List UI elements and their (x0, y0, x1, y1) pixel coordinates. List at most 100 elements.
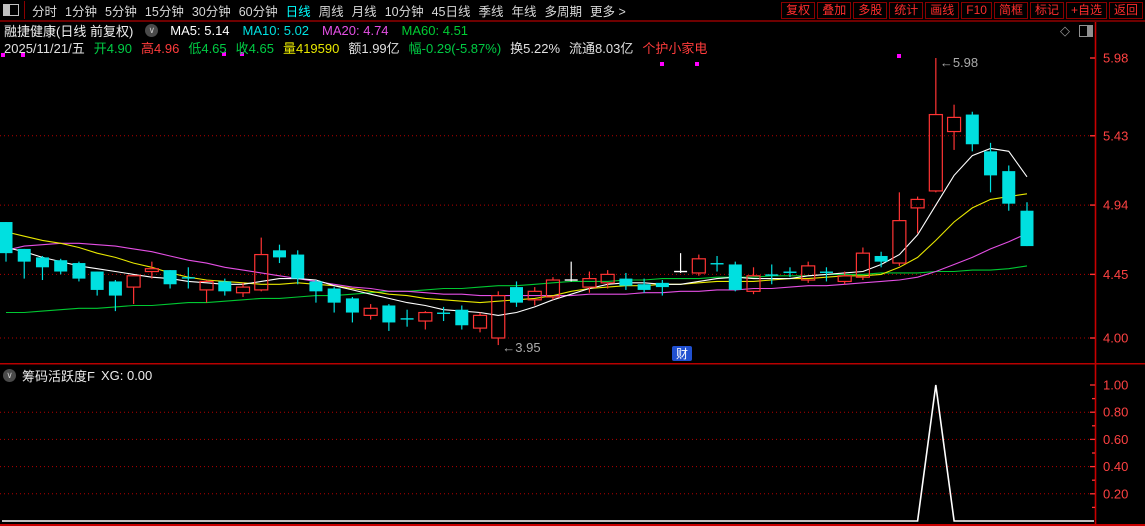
candle (674, 253, 688, 273)
candle (54, 258, 68, 275)
diamond-icon[interactable]: ◇ (1060, 23, 1070, 38)
candle (90, 271, 104, 296)
quote-field: 幅-0.29(-5.87%) (408, 41, 502, 56)
quote-field: 量419590 (282, 41, 340, 56)
tab-周线[interactable]: 周线 (318, 4, 344, 19)
event-dot (21, 53, 25, 57)
candle (327, 287, 341, 313)
indicator-axis-label: 1.00 (1103, 378, 1128, 393)
sub-indicator-header: ∨ 筹码活跃度F XG: 0.00 (3, 366, 152, 385)
tab-季线[interactable]: 季线 (478, 4, 504, 19)
chevron-down-icon[interactable]: ∨ (3, 369, 16, 382)
sub-chart (0, 384, 1094, 522)
candle (728, 261, 742, 292)
candle (545, 277, 561, 300)
candle (345, 296, 359, 323)
candle (619, 272, 633, 290)
candle (582, 271, 597, 293)
candle (527, 287, 542, 306)
tab-10分钟[interactable]: 10分钟 (384, 4, 424, 19)
candle (783, 267, 797, 278)
cai-news-badge[interactable] (672, 346, 692, 361)
candle (418, 311, 433, 330)
candle (126, 275, 141, 305)
candle (363, 304, 378, 320)
button-叠加[interactable]: 叠加 (817, 1, 852, 19)
chevron-down-icon[interactable]: ∨ (145, 23, 159, 37)
event-dot (695, 62, 699, 66)
candle (35, 255, 49, 281)
cai-news-badge-text: 财 (676, 347, 688, 361)
tab-5分钟[interactable]: 5分钟 (104, 4, 137, 19)
candle (819, 267, 833, 282)
candle (108, 280, 122, 312)
candle (746, 267, 761, 295)
title-row: 融捷健康(日线 前复权) ∨ MA5: 5.14 MA10: 5.02 MA20: … (4, 22, 468, 39)
candle (1002, 165, 1016, 211)
tab-年线[interactable]: 年线 (511, 4, 537, 19)
candle (874, 251, 888, 268)
price-axis: 5.98 5.43 4.94 4.45 4.00 1.00 0.80 0.60 0.40 0.20 (1090, 21, 1128, 524)
candle (1020, 202, 1034, 247)
toolbar-divider (24, 1, 25, 19)
candle (235, 282, 251, 297)
button-简框[interactable]: 简框 (993, 1, 1028, 19)
button-返回[interactable]: 返回 (1108, 1, 1143, 19)
tab-15分钟[interactable]: 15分钟 (144, 4, 184, 19)
tab-多周期[interactable]: 多周期 (544, 4, 583, 19)
tab-60分钟[interactable]: 60分钟 (238, 4, 278, 19)
button-画线[interactable]: 画线 (925, 1, 960, 19)
tab-更多 >[interactable]: 更多 > (590, 4, 626, 19)
candle (272, 244, 286, 264)
period-toolbar: 分时 1分钟 5分钟 15分钟 30分钟 60分钟 日线 周线 月线 10分钟 45日线 季线 年线 多周… (0, 0, 1145, 22)
candle (509, 281, 523, 307)
tab-30分钟[interactable]: 30分钟 (191, 4, 231, 19)
button-多股[interactable]: 多股 (853, 1, 888, 19)
candle (564, 261, 578, 282)
tab-分时[interactable]: 分时 (32, 4, 58, 19)
candle (710, 255, 724, 272)
stock-title[interactable]: 融捷健康(日线 前复权) (4, 23, 134, 39)
quote-field: 流通8.03亿 (569, 41, 634, 56)
window-layout-icon[interactable] (3, 4, 19, 16)
split-pane-icon[interactable] (1079, 24, 1093, 37)
tab-日线[interactable]: 日线 (285, 4, 311, 19)
candle (382, 304, 396, 331)
button-+自选[interactable]: +自选 (1065, 1, 1107, 19)
candle (600, 270, 615, 289)
price-axis-label: 5.43 (1103, 128, 1128, 143)
ma-label: MA20: 4.74 (322, 22, 389, 38)
event-dot (897, 54, 901, 58)
candle (199, 280, 214, 303)
button-统计[interactable]: 统计 (889, 1, 924, 19)
tab-45日线[interactable]: 45日线 (431, 4, 471, 19)
tab-1分钟[interactable]: 1分钟 (65, 4, 97, 19)
quote-field: 开4.90 (93, 41, 133, 56)
button-F10[interactable]: F10 (961, 1, 992, 19)
candle (946, 104, 962, 150)
candle (144, 261, 159, 279)
candle (855, 247, 871, 281)
indicator-name[interactable]: 筹码活跃度F (22, 369, 95, 384)
corner-icons: ◇ (1060, 24, 1093, 37)
event-dot (660, 62, 664, 66)
candle (455, 305, 469, 330)
candle (765, 264, 779, 285)
tab-月线[interactable]: 月线 (351, 4, 377, 19)
xg-signal-line (2, 384, 1094, 522)
candle (984, 142, 998, 193)
ma-label: MA5: 5.14 (170, 22, 230, 38)
indicator-value: XG: 0.00 (100, 368, 153, 383)
candle (691, 254, 706, 276)
quote-field: 换5.22% (510, 41, 561, 56)
button-复权[interactable]: 复权 (781, 1, 816, 19)
candle (254, 237, 269, 292)
candle (218, 278, 232, 296)
period-tabs: 分时 1分钟 5分钟 15分钟 30分钟 60分钟 日线 周线 月线 10分钟 45日线 季线 年线 多周… (32, 1, 626, 20)
button-标记[interactable]: 标记 (1029, 1, 1064, 19)
candle (965, 111, 979, 152)
candle (72, 261, 86, 282)
candle (655, 280, 669, 296)
